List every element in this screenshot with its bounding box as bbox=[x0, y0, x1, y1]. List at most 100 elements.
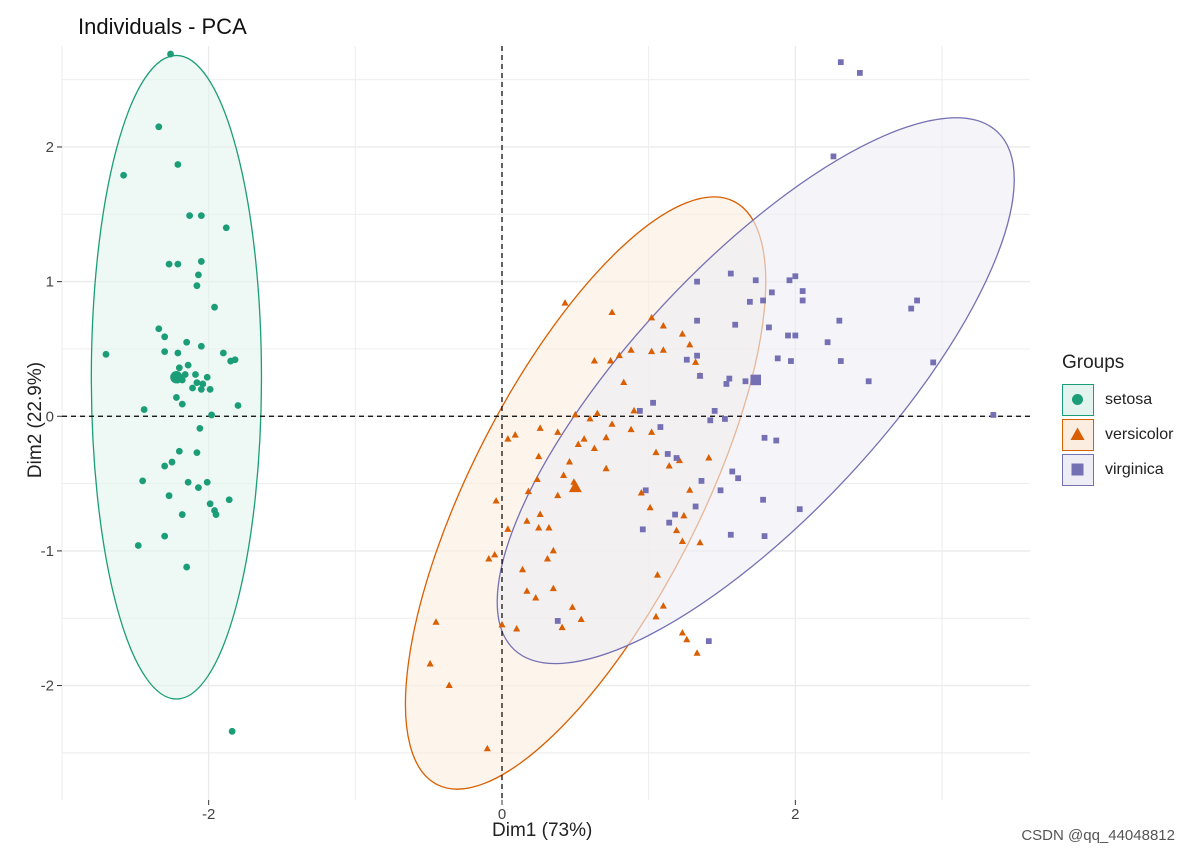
data-point-setosa bbox=[186, 212, 194, 220]
x-tick-label: -2 bbox=[202, 806, 215, 823]
data-point-virginica bbox=[707, 417, 714, 424]
data-point-setosa bbox=[167, 50, 174, 58]
data-point-versicolor bbox=[545, 524, 553, 531]
series-versicolor bbox=[426, 299, 713, 752]
data-point-versicolor bbox=[485, 554, 493, 562]
data-point-versicolor bbox=[652, 448, 660, 456]
data-point-setosa bbox=[234, 402, 242, 409]
data-point-setosa bbox=[161, 462, 169, 470]
x-axis-label: Dim1 (73%) bbox=[492, 820, 593, 841]
data-point-versicolor bbox=[653, 571, 662, 578]
data-point-virginica bbox=[773, 437, 780, 444]
data-point-versicolor bbox=[696, 538, 704, 546]
data-point-setosa bbox=[174, 260, 182, 268]
data-point-virginica bbox=[788, 358, 794, 364]
data-point-versicolor bbox=[483, 744, 491, 752]
data-point-virginica bbox=[746, 298, 753, 305]
legend-label-setosa: setosa bbox=[1105, 391, 1153, 408]
legend-marker-versicolor bbox=[1070, 427, 1085, 440]
data-point-virginica bbox=[698, 478, 705, 484]
data-point-versicolor bbox=[580, 435, 588, 442]
data-point-virginica bbox=[990, 412, 997, 418]
data-point-setosa bbox=[197, 385, 205, 393]
data-point-versicolor bbox=[678, 330, 686, 337]
legend-label-versicolor: versicolor bbox=[1105, 426, 1174, 443]
data-point-setosa bbox=[231, 356, 239, 364]
data-point-setosa bbox=[206, 385, 214, 393]
series-virginica bbox=[554, 59, 997, 645]
data-point-setosa bbox=[168, 458, 176, 466]
legend-title: Groups bbox=[1062, 352, 1125, 373]
data-point-setosa bbox=[199, 380, 207, 388]
data-point-versicolor bbox=[543, 554, 552, 562]
data-point-setosa bbox=[192, 371, 199, 378]
data-point-versicolor bbox=[678, 537, 686, 544]
data-point-virginica bbox=[792, 273, 799, 280]
legend-marker-triangle-icon bbox=[1070, 427, 1085, 440]
data-point-versicolor bbox=[637, 489, 645, 496]
data-point-versicolor bbox=[652, 612, 660, 620]
data-point-versicolor bbox=[648, 313, 656, 321]
data-point-virginica bbox=[673, 455, 680, 461]
data-point-setosa bbox=[175, 364, 183, 372]
data-point-virginica bbox=[636, 407, 643, 414]
legend-item-versicolor: versicolor bbox=[1062, 419, 1182, 453]
data-point-versicolor bbox=[590, 357, 598, 364]
data-point-virginica bbox=[799, 297, 806, 304]
group-centroid-versicolor bbox=[568, 480, 582, 493]
data-point-virginica bbox=[727, 270, 734, 277]
legend-marker-setosa bbox=[1072, 394, 1083, 405]
data-point-setosa bbox=[203, 478, 211, 486]
data-point-versicolor bbox=[445, 681, 453, 689]
data-point-virginica bbox=[830, 153, 837, 160]
data-point-versicolor bbox=[593, 409, 601, 417]
data-point-setosa bbox=[178, 400, 186, 408]
data-point-versicolor bbox=[536, 424, 544, 431]
data-point-setosa bbox=[193, 282, 201, 290]
data-point-versicolor bbox=[648, 347, 656, 355]
data-point-versicolor bbox=[683, 635, 691, 643]
data-point-setosa bbox=[197, 258, 205, 265]
data-point-setosa bbox=[161, 333, 169, 341]
data-point-virginica bbox=[664, 451, 671, 457]
data-point-versicolor bbox=[659, 346, 667, 353]
data-point-versicolor bbox=[602, 464, 610, 472]
data-point-virginica bbox=[717, 487, 724, 494]
data-point-virginica bbox=[694, 278, 700, 285]
data-point-versicolor bbox=[513, 624, 521, 632]
data-point-virginica bbox=[761, 434, 768, 441]
data-point-setosa bbox=[196, 424, 204, 432]
legend-key-setosa bbox=[1062, 384, 1094, 416]
y-tick-label: 2 bbox=[46, 139, 54, 156]
data-point-setosa bbox=[139, 477, 147, 485]
data-point-virginica bbox=[650, 399, 656, 406]
data-point-versicolor bbox=[665, 462, 673, 469]
x-tick-label: 0 bbox=[498, 806, 506, 823]
data-point-versicolor bbox=[565, 458, 574, 465]
data-point-setosa bbox=[206, 500, 214, 508]
data-point-virginica bbox=[865, 378, 872, 385]
data-point-versicolor bbox=[608, 420, 616, 427]
data-point-versicolor bbox=[675, 456, 684, 464]
data-point-versicolor bbox=[511, 431, 519, 438]
data-point-setosa bbox=[134, 542, 142, 549]
data-point-setosa bbox=[175, 447, 183, 455]
data-point-versicolor bbox=[560, 471, 568, 478]
data-point-versicolor bbox=[659, 602, 667, 609]
data-point-virginica bbox=[683, 356, 690, 363]
data-point-virginica bbox=[723, 381, 730, 387]
data-point-setosa bbox=[197, 212, 205, 220]
data-point-versicolor bbox=[504, 435, 512, 442]
data-point-setosa bbox=[193, 379, 201, 387]
data-point-versicolor bbox=[672, 526, 681, 534]
data-point-virginica bbox=[908, 305, 915, 312]
legend-item-setosa: setosa bbox=[1062, 384, 1182, 418]
data-point-versicolor bbox=[504, 525, 512, 532]
group-centroid-setosa bbox=[170, 371, 183, 384]
data-point-virginica bbox=[760, 297, 766, 304]
data-point-virginica bbox=[722, 416, 728, 422]
data-point-setosa bbox=[178, 511, 186, 518]
data-point-virginica bbox=[694, 352, 700, 359]
